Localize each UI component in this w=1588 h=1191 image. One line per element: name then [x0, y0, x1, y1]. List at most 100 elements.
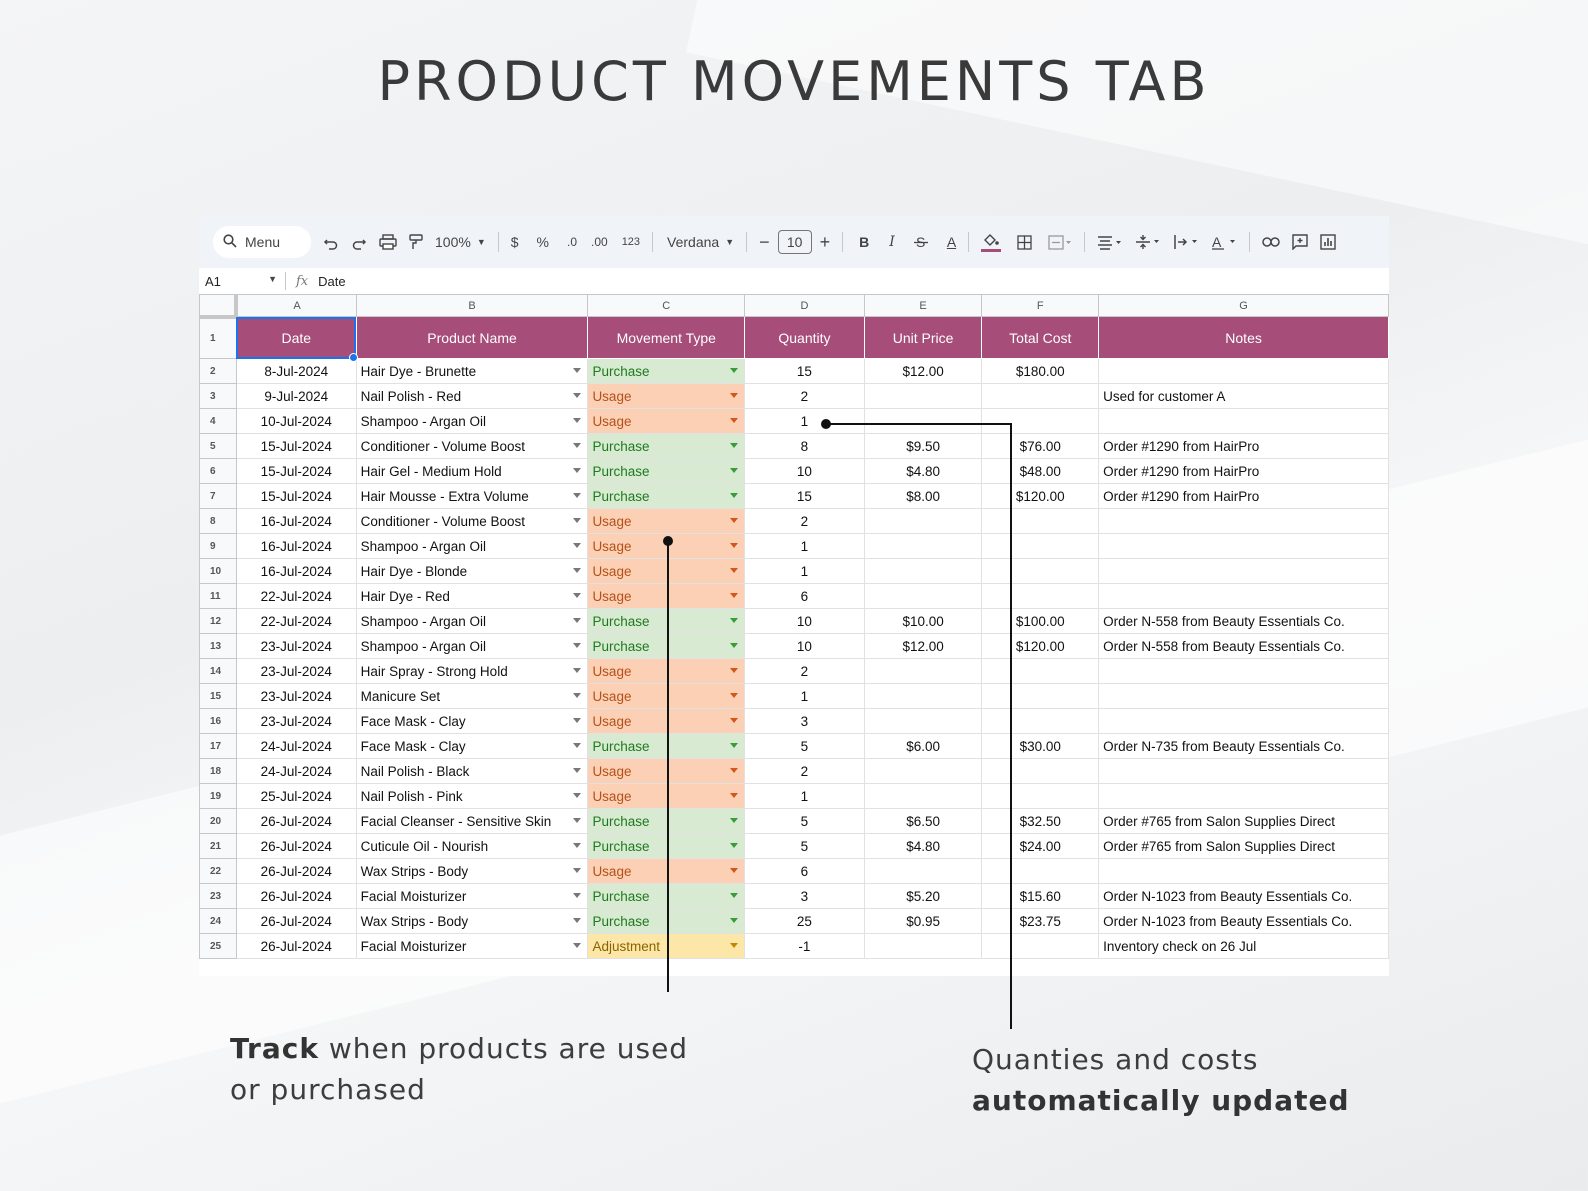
dropdown-arrow-icon[interactable]: [730, 843, 739, 848]
cell-total-cost[interactable]: [981, 758, 1100, 784]
paint-format-icon[interactable]: [409, 226, 423, 258]
borders-icon[interactable]: [1017, 226, 1032, 258]
dropdown-arrow-icon[interactable]: [730, 393, 739, 398]
cell-total-cost[interactable]: $100.00: [981, 608, 1100, 634]
cell-notes[interactable]: Order #765 from Salon Supplies Direct: [1098, 808, 1389, 834]
cell-unit-price[interactable]: [863, 583, 983, 609]
comment-icon[interactable]: [1292, 226, 1308, 258]
chart-icon[interactable]: [1320, 226, 1336, 258]
cell-notes[interactable]: [1098, 558, 1389, 584]
cell-quantity[interactable]: 2: [744, 658, 865, 684]
cell-quantity[interactable]: 15: [744, 358, 865, 384]
cell-quantity[interactable]: 2: [744, 508, 865, 534]
row-number[interactable]: 7: [199, 483, 237, 509]
redo-icon[interactable]: [351, 226, 367, 258]
cell-movement-type[interactable]: Purchase: [587, 633, 746, 659]
row-number[interactable]: 19: [199, 783, 237, 809]
cell-movement-type[interactable]: Purchase: [587, 433, 746, 459]
dropdown-arrow-icon[interactable]: [573, 693, 582, 698]
cell-movement-type[interactable]: Usage: [587, 508, 746, 534]
cell-unit-price[interactable]: [863, 858, 983, 884]
row-number[interactable]: 25: [199, 933, 237, 959]
cell-notes[interactable]: Order N-558 from Beauty Essentials Co.: [1098, 608, 1389, 634]
column-header[interactable]: D: [744, 294, 865, 317]
cell-unit-price[interactable]: [863, 683, 983, 709]
row-number[interactable]: 9: [199, 533, 237, 559]
cell-notes[interactable]: Order N-558 from Beauty Essentials Co.: [1098, 633, 1389, 659]
cell-quantity[interactable]: 3: [744, 708, 865, 734]
cell-date[interactable]: 10-Jul-2024: [235, 408, 357, 434]
dropdown-arrow-icon[interactable]: [573, 418, 582, 423]
merge-cells-icon[interactable]: [1048, 226, 1072, 258]
cell-quantity[interactable]: 5: [744, 808, 865, 834]
fill-color-icon[interactable]: [981, 226, 1002, 258]
cell-product[interactable]: Shampoo - Argan Oil: [355, 633, 589, 659]
cell-notes[interactable]: Inventory check on 26 Jul: [1098, 933, 1389, 959]
header-cell-quantity[interactable]: Quantity: [744, 316, 865, 359]
dropdown-arrow-icon[interactable]: [573, 643, 582, 648]
header-cell-total-cost[interactable]: Total Cost: [981, 316, 1100, 359]
text-rotation-icon[interactable]: A: [1211, 226, 1237, 258]
font-size-increase-button[interactable]: +: [819, 231, 831, 252]
cell-product[interactable]: Hair Spray - Strong Hold: [355, 658, 589, 684]
cell-movement-type[interactable]: Purchase: [587, 608, 746, 634]
link-icon[interactable]: [1262, 226, 1280, 258]
dropdown-arrow-icon[interactable]: [573, 518, 582, 523]
cell-notes[interactable]: Order #1290 from HairPro: [1098, 433, 1389, 459]
cell-quantity[interactable]: 6: [744, 858, 865, 884]
font-size-decrease-button[interactable]: −: [759, 231, 770, 252]
cell-total-cost[interactable]: [981, 533, 1100, 559]
cell-movement-type[interactable]: Usage: [587, 758, 746, 784]
cell-quantity[interactable]: 5: [744, 733, 865, 759]
dropdown-arrow-icon[interactable]: [730, 768, 739, 773]
dropdown-arrow-icon[interactable]: [730, 443, 739, 448]
cell-unit-price[interactable]: [863, 708, 983, 734]
row-number[interactable]: 14: [199, 658, 237, 684]
cell-date[interactable]: 22-Jul-2024: [235, 583, 357, 609]
cell-quantity[interactable]: 1: [744, 683, 865, 709]
cell-date[interactable]: 23-Jul-2024: [235, 658, 357, 684]
cell-total-cost[interactable]: [981, 558, 1100, 584]
cell-date[interactable]: 22-Jul-2024: [235, 608, 357, 634]
cell-date[interactable]: 15-Jul-2024: [235, 433, 357, 459]
cell-total-cost[interactable]: $24.00: [981, 833, 1100, 859]
cell-unit-price[interactable]: [863, 783, 983, 809]
cell-product[interactable]: Nail Polish - Pink: [355, 783, 589, 809]
cell-movement-type[interactable]: Adjustment: [587, 933, 746, 959]
cell-total-cost[interactable]: [981, 858, 1100, 884]
cell-product[interactable]: Facial Moisturizer: [355, 883, 589, 909]
cell-quantity[interactable]: 10: [744, 458, 865, 484]
dropdown-arrow-icon[interactable]: [730, 493, 739, 498]
row-number[interactable]: 11: [199, 583, 237, 609]
dropdown-arrow-icon[interactable]: [573, 618, 582, 623]
font-select[interactable]: Verdana ▼: [667, 234, 735, 250]
cell-quantity[interactable]: 15: [744, 483, 865, 509]
cell-movement-type[interactable]: Purchase: [587, 358, 746, 384]
vertical-align-icon[interactable]: [1135, 226, 1161, 258]
cell-total-cost[interactable]: [981, 583, 1100, 609]
cell-notes[interactable]: [1098, 533, 1389, 559]
dropdown-arrow-icon[interactable]: [573, 743, 582, 748]
cell-movement-type[interactable]: Purchase: [587, 483, 746, 509]
cell-notes[interactable]: Used for customer A: [1098, 383, 1389, 409]
dropdown-arrow-icon[interactable]: [573, 868, 582, 873]
cell-unit-price[interactable]: [863, 508, 983, 534]
cell-product[interactable]: Hair Dye - Blonde: [355, 558, 589, 584]
cell-total-cost[interactable]: [981, 408, 1100, 434]
cell-total-cost[interactable]: [981, 683, 1100, 709]
dropdown-arrow-icon[interactable]: [573, 793, 582, 798]
cell-notes[interactable]: [1098, 583, 1389, 609]
column-header[interactable]: A: [235, 294, 357, 317]
dropdown-arrow-icon[interactable]: [573, 543, 582, 548]
cell-total-cost[interactable]: $23.75: [981, 908, 1100, 934]
cell-total-cost[interactable]: [981, 658, 1100, 684]
text-color-button[interactable]: A: [946, 234, 957, 250]
column-header[interactable]: B: [355, 294, 589, 317]
selection-fill-handle[interactable]: [349, 353, 358, 362]
cell-movement-type[interactable]: Usage: [587, 533, 746, 559]
dropdown-arrow-icon[interactable]: [573, 943, 582, 948]
cell-date[interactable]: 24-Jul-2024: [235, 758, 357, 784]
cell-notes[interactable]: [1098, 358, 1389, 384]
cell-unit-price[interactable]: [863, 408, 983, 434]
cell-product[interactable]: Hair Mousse - Extra Volume: [355, 483, 589, 509]
